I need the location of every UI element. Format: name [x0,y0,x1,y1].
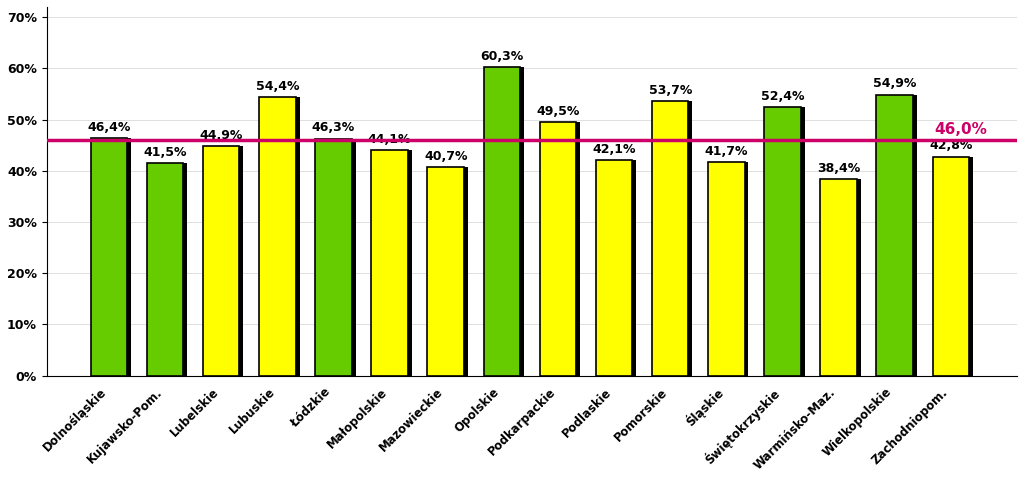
Bar [708,162,744,376]
Bar [151,163,187,376]
Bar [91,138,127,376]
Bar [937,157,973,376]
Bar [652,101,688,376]
Text: 44,1%: 44,1% [368,133,412,146]
Bar [877,94,913,376]
Bar [824,179,861,376]
Bar [820,179,857,376]
Bar [319,138,355,376]
Bar [544,122,581,376]
Bar [263,97,300,376]
Bar [600,160,636,376]
Bar [764,107,801,376]
Bar [712,162,749,376]
Bar [656,101,692,376]
Bar [203,146,240,376]
Bar [375,150,412,376]
Text: 52,4%: 52,4% [761,90,804,103]
Bar [315,138,351,376]
Text: 54,4%: 54,4% [256,80,299,93]
Bar [540,122,577,376]
Text: 40,7%: 40,7% [424,150,468,163]
Bar [259,97,296,376]
Text: 42,1%: 42,1% [592,143,636,156]
Bar [431,167,468,376]
Bar [146,163,183,376]
Text: 54,9%: 54,9% [873,78,916,91]
Bar [596,160,632,376]
Text: 38,4%: 38,4% [817,162,860,175]
Text: 60,3%: 60,3% [480,50,523,63]
Bar [933,157,969,376]
Text: 46,3%: 46,3% [312,122,355,135]
Text: 53,7%: 53,7% [648,83,692,97]
Bar [94,138,131,376]
Text: 41,7%: 41,7% [705,145,749,158]
Bar [483,67,520,376]
Bar [427,167,464,376]
Bar [207,146,244,376]
Text: 49,5%: 49,5% [537,105,580,118]
Bar [768,107,805,376]
Bar [372,150,408,376]
Text: 46,0%: 46,0% [934,122,987,137]
Bar [487,67,524,376]
Text: 44,9%: 44,9% [200,129,243,142]
Bar [881,94,916,376]
Text: 42,8%: 42,8% [929,139,973,152]
Text: 46,4%: 46,4% [87,121,131,134]
Text: 41,5%: 41,5% [143,146,187,159]
